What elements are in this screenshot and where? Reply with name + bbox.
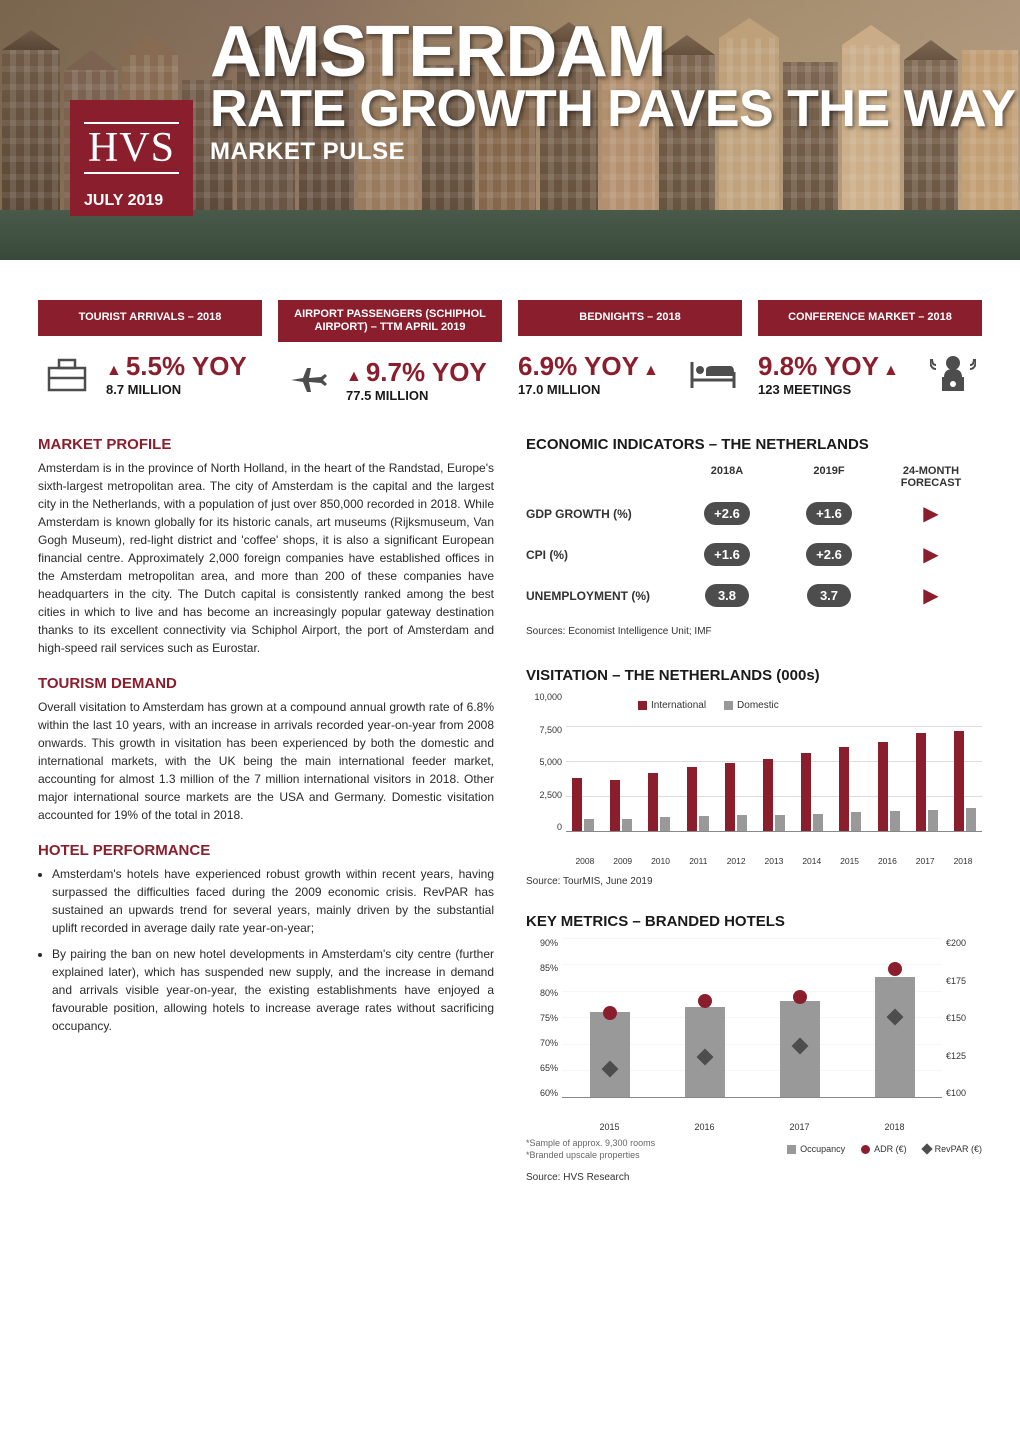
left-column: MARKET PROFILE Amsterdam is in the provi… xyxy=(38,436,494,1182)
pill: +1.6 xyxy=(806,502,852,525)
market-profile-text: Amsterdam is in the province of North Ho… xyxy=(38,459,494,657)
y-axis-right: €200 €175 €150 €125 €100 xyxy=(942,938,982,1098)
section-title: VISITATION – THE NETHERLANDS (000s) xyxy=(526,667,982,684)
hotel-performance-list: Amsterdam's hotels have experienced robu… xyxy=(38,865,494,1035)
section-title: ECONOMIC INDICATORS – THE NETHERLANDS xyxy=(526,436,982,453)
stat-sub: 17.0 MILLION xyxy=(518,382,674,397)
hero: AMSTERDAM RATE GROWTH PAVES THE WAY MARK… xyxy=(0,0,1020,260)
logo-box: HVS JULY 2019 xyxy=(70,100,193,216)
hero-canal xyxy=(0,210,1020,260)
x-axis-labels: 2008200920102011201220132014201520162017… xyxy=(566,852,982,866)
list-item: Amsterdam's hotels have experienced robu… xyxy=(52,865,494,937)
pill: +1.6 xyxy=(704,543,750,566)
table-row: CPI (%) +1.6 +2.6 ▶ xyxy=(526,534,982,575)
stat-sub: 77.5 MILLION xyxy=(346,388,502,403)
stat-yoy: 5.5% YOY xyxy=(126,351,247,382)
stat-sub: 8.7 MILLION xyxy=(106,382,262,397)
row-label: GDP GROWTH (%) xyxy=(526,507,676,521)
pill: +2.6 xyxy=(806,543,852,566)
section-title: HOTEL PERFORMANCE xyxy=(38,842,494,859)
footnote: *Branded upscale properties xyxy=(526,1150,655,1162)
stat-header: BEDNIGHTS – 2018 xyxy=(518,300,742,336)
metrics-chart: 90% 85% 80% 75% 70% 65% 60% €200 €175 €1… xyxy=(526,938,982,1161)
source-text: Sources: Economist Intelligence Unit; IM… xyxy=(526,626,982,637)
section-title: TOURISM DEMAND xyxy=(38,675,494,692)
hero-text: AMSTERDAM RATE GROWTH PAVES THE WAY MARK… xyxy=(210,20,1016,166)
table-header: 2018A xyxy=(676,461,778,493)
stat-sub: 123 MEETINGS xyxy=(758,382,914,397)
stat-tourist-arrivals: TOURIST ARRIVALS – 2018 ▲5.5% YOY 8.7 MI… xyxy=(38,300,262,404)
stat-yoy: 6.9% YOY xyxy=(518,351,639,382)
pill: +2.6 xyxy=(704,502,750,525)
speaker-icon xyxy=(924,350,982,398)
metrics-legend: Occupancy ADR (€) RevPAR (€) xyxy=(787,1144,982,1154)
stat-yoy: 9.7% YOY xyxy=(366,357,487,388)
source-text: Source: TourMIS, June 2019 xyxy=(526,876,982,887)
table-header: 2019F xyxy=(778,461,880,493)
forecast-arrow-icon: ▶ xyxy=(923,542,938,567)
section-title: KEY METRICS – BRANDED HOTELS xyxy=(526,913,982,930)
stat-header: TOURIST ARRIVALS – 2018 xyxy=(38,300,262,336)
source-text: Source: HVS Research xyxy=(526,1172,982,1183)
footnote: *Sample of approx. 9,300 rooms xyxy=(526,1138,655,1150)
table-row: GDP GROWTH (%) +2.6 +1.6 ▶ xyxy=(526,493,982,534)
briefcase-icon xyxy=(38,350,96,398)
content: MARKET PROFILE Amsterdam is in the provi… xyxy=(0,424,1020,1212)
visitation-chart: International Domestic 10,000 7,500 5,00… xyxy=(526,692,982,866)
table-row: UNEMPLOYMENT (%) 3.8 3.7 ▶ xyxy=(526,575,982,616)
hero-subtitle: RATE GROWTH PAVES THE WAY xyxy=(210,85,1016,134)
forecast-arrow-icon: ▶ xyxy=(923,501,938,526)
stat-conference: CONFERENCE MARKET – 2018 9.8% YOY▲ 123 M… xyxy=(758,300,982,404)
bars-area xyxy=(566,692,982,832)
x-axis-labels: 2015201620172018 xyxy=(562,1118,942,1132)
stat-airport: AIRPORT PASSENGERS (SCHIPHOL AIRPORT) – … xyxy=(278,300,502,404)
table-header: 24-MONTH FORECAST xyxy=(880,461,982,493)
row-label: CPI (%) xyxy=(526,548,676,562)
hero-title: AMSTERDAM xyxy=(210,20,1016,85)
right-column: ECONOMIC INDICATORS – THE NETHERLANDS 20… xyxy=(526,436,982,1182)
econ-table: 2018A 2019F 24-MONTH FORECAST GDP GROWTH… xyxy=(526,461,982,616)
stat-header: CONFERENCE MARKET – 2018 xyxy=(758,300,982,336)
stats-row: TOURIST ARRIVALS – 2018 ▲5.5% YOY 8.7 MI… xyxy=(0,260,1020,424)
tourism-text: Overall visitation to Amsterdam has grow… xyxy=(38,698,494,824)
hero-label: MARKET PULSE xyxy=(210,138,1016,166)
bed-icon xyxy=(684,350,742,398)
plane-icon xyxy=(278,356,336,404)
plot-area xyxy=(562,938,942,1098)
row-label: UNEMPLOYMENT (%) xyxy=(526,589,676,603)
stat-yoy: 9.8% YOY xyxy=(758,351,879,382)
stat-bednights: BEDNIGHTS – 2018 6.9% YOY▲ 17.0 MILLION xyxy=(518,300,742,404)
forecast-arrow-icon: ▶ xyxy=(923,583,938,608)
logo-date: JULY 2019 xyxy=(84,192,179,210)
section-title: MARKET PROFILE xyxy=(38,436,494,453)
pill: 3.8 xyxy=(705,584,749,607)
y-axis-left: 90% 85% 80% 75% 70% 65% 60% xyxy=(526,938,562,1098)
y-axis: 10,000 7,500 5,000 2,500 0 xyxy=(526,692,566,832)
list-item: By pairing the ban on new hotel developm… xyxy=(52,945,494,1035)
logo-text: HVS xyxy=(84,122,179,174)
stat-header: AIRPORT PASSENGERS (SCHIPHOL AIRPORT) – … xyxy=(278,300,502,342)
pill: 3.7 xyxy=(807,584,851,607)
